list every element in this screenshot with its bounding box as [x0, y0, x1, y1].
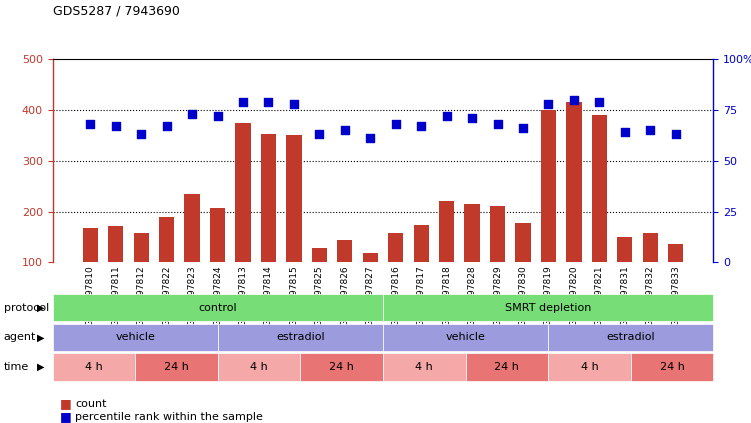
Text: vehicle: vehicle [445, 332, 486, 342]
Text: 24 h: 24 h [164, 362, 189, 372]
Text: 24 h: 24 h [659, 362, 685, 372]
Point [670, 131, 682, 138]
Bar [490, 206, 505, 313]
Text: 4 h: 4 h [415, 362, 433, 372]
Bar [439, 201, 454, 313]
Text: agent: agent [4, 332, 36, 342]
Text: vehicle: vehicle [115, 332, 155, 342]
Text: ▶: ▶ [37, 332, 44, 342]
Text: 4 h: 4 h [250, 362, 268, 372]
Bar [668, 244, 683, 313]
Text: time: time [4, 362, 29, 372]
Bar [464, 204, 480, 313]
Bar [363, 253, 378, 313]
Point [288, 101, 300, 107]
Text: control: control [198, 303, 237, 313]
Text: estradiol: estradiol [607, 332, 655, 342]
Point [441, 113, 453, 119]
Point [110, 123, 122, 129]
Bar [515, 223, 531, 313]
Bar [617, 237, 632, 313]
Bar [261, 135, 276, 313]
Point [186, 111, 198, 118]
Point [542, 101, 554, 107]
Point [492, 121, 504, 128]
Text: 4 h: 4 h [85, 362, 103, 372]
Bar [134, 233, 149, 313]
Text: 24 h: 24 h [329, 362, 354, 372]
Bar [286, 135, 302, 313]
Bar [159, 217, 174, 313]
Point [644, 127, 656, 134]
Text: 24 h: 24 h [494, 362, 520, 372]
Point [237, 99, 249, 105]
Bar [312, 248, 327, 313]
Point [262, 99, 274, 105]
Text: ▶: ▶ [37, 362, 44, 372]
Point [313, 131, 325, 138]
Point [466, 115, 478, 121]
Point [364, 135, 376, 142]
Text: ▶: ▶ [37, 303, 44, 313]
Point [212, 113, 224, 119]
Point [593, 99, 605, 105]
Point [135, 131, 147, 138]
Text: SMRT depletion: SMRT depletion [505, 303, 592, 313]
Bar [592, 115, 607, 313]
Text: percentile rank within the sample: percentile rank within the sample [75, 412, 263, 422]
Point [161, 123, 173, 129]
Point [415, 123, 427, 129]
Text: ■: ■ [60, 398, 72, 410]
Text: count: count [75, 399, 107, 409]
Point [568, 96, 580, 103]
Bar [414, 225, 429, 313]
Bar [235, 123, 251, 313]
Bar [108, 226, 123, 313]
Text: GDS5287 / 7943690: GDS5287 / 7943690 [53, 4, 179, 17]
Bar [566, 102, 581, 313]
Bar [185, 194, 200, 313]
Point [339, 127, 351, 134]
Point [619, 129, 631, 136]
Text: protocol: protocol [4, 303, 49, 313]
Point [84, 121, 96, 128]
Bar [337, 240, 352, 313]
Text: ■: ■ [60, 410, 72, 423]
Point [517, 125, 529, 132]
Bar [541, 110, 556, 313]
Text: 4 h: 4 h [581, 362, 599, 372]
Bar [210, 208, 225, 313]
Bar [83, 228, 98, 313]
Text: estradiol: estradiol [276, 332, 324, 342]
Point [390, 121, 402, 128]
Bar [388, 233, 403, 313]
Bar [643, 233, 658, 313]
